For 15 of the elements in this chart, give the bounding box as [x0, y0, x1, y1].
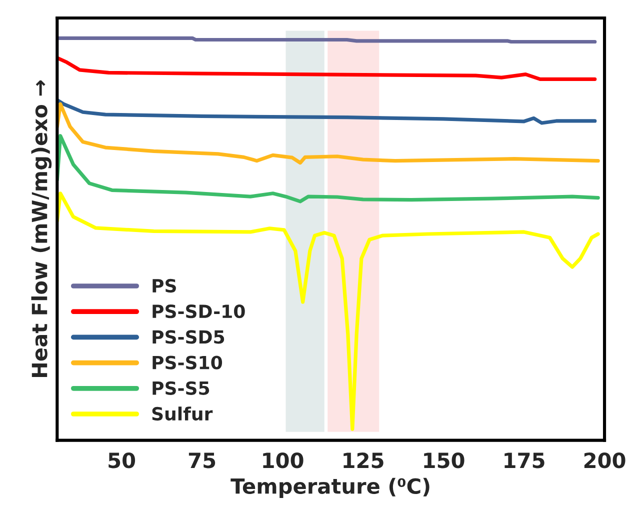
- x-tick-label: 100: [263, 452, 304, 468]
- legend-label: PS-SD-10: [152, 304, 245, 318]
- legend-label: Sulfur: [152, 406, 213, 421]
- x-tick-label: 125: [344, 452, 384, 468]
- x-axis-title: Temperature (⁰C): [230, 478, 430, 498]
- legend-label: PS-S10: [152, 356, 222, 370]
- y-axis-title: Heat Flow (mW/mg)exo →: [31, 80, 52, 378]
- x-tick-label: 50: [108, 452, 136, 468]
- x-tick-label: 175: [504, 452, 544, 468]
- x-tick-label: 150: [424, 452, 464, 468]
- legend-label: PS: [152, 278, 176, 293]
- x-tick-label: 75: [188, 452, 216, 468]
- legend-label: PS-S5: [152, 381, 210, 395]
- x-tick-label: 200: [584, 452, 626, 468]
- legend-label: PS-SD5: [152, 330, 224, 344]
